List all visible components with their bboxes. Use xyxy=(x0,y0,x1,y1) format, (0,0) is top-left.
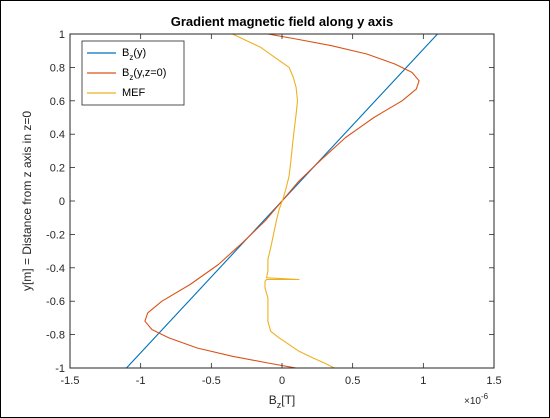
y-tick-label-2: -0.6 xyxy=(46,296,65,308)
x-tick-label-4: 0.5 xyxy=(345,375,360,387)
x-axis-label: Bz[T] xyxy=(269,393,296,410)
x-axis-label-base: B xyxy=(269,393,277,407)
y-axis-label: y[m] = Distance from z axis in z=0 xyxy=(20,111,34,291)
ticks-layer: -1.5 -1 -0.5 0 0.5 1 1.5-1-0.8-0.6-0.4-0.200.2… xyxy=(46,29,502,387)
x-tick-label-3: 0 xyxy=(279,375,285,387)
legend-label-0: Bz(y) xyxy=(122,47,146,62)
y-tick-label-3: -0.4 xyxy=(46,263,65,275)
x-tick-label-6: 1.5 xyxy=(486,375,501,387)
x-axis-label-sub: z xyxy=(277,400,282,410)
x-tick-label-5: 1 xyxy=(420,375,426,387)
chart-title: Gradient magnetic field along y axis xyxy=(171,14,394,29)
x-exponent-base: ×10 xyxy=(464,396,481,407)
y-tick-label-1: -0.8 xyxy=(46,330,65,342)
y-tick-label-7: 0.4 xyxy=(50,129,65,141)
x-tick-label-1: -1 xyxy=(136,375,146,387)
legend-label-2: MEF xyxy=(122,87,146,99)
y-tick-label-10: 1 xyxy=(59,29,65,41)
series-layer xyxy=(126,34,438,368)
y-tick-label-8: 0.6 xyxy=(50,96,65,108)
legend: Bz(y) Bz(y,z=0) MEF xyxy=(81,40,185,106)
y-tick-label-0: -1 xyxy=(55,363,65,375)
x-axis-label-rest: [T] xyxy=(281,393,295,407)
y-tick-label-9: 0.8 xyxy=(50,62,65,74)
x-tick-label-0: -1.5 xyxy=(61,375,80,387)
x-tick-label-2: -0.5 xyxy=(202,375,221,387)
y-tick-label-4: -0.2 xyxy=(46,229,65,241)
y-tick-label-5: 0 xyxy=(59,196,65,208)
legend-items: Bz(y) Bz(y,z=0) MEF xyxy=(87,47,166,99)
y-tick-label-6: 0.2 xyxy=(50,163,65,175)
x-exponent-label: ×10-6 xyxy=(464,392,489,407)
series-line-2 xyxy=(232,34,335,368)
x-exponent-power: -6 xyxy=(481,392,489,401)
legend-label-1: Bz(y,z=0) xyxy=(122,67,166,82)
